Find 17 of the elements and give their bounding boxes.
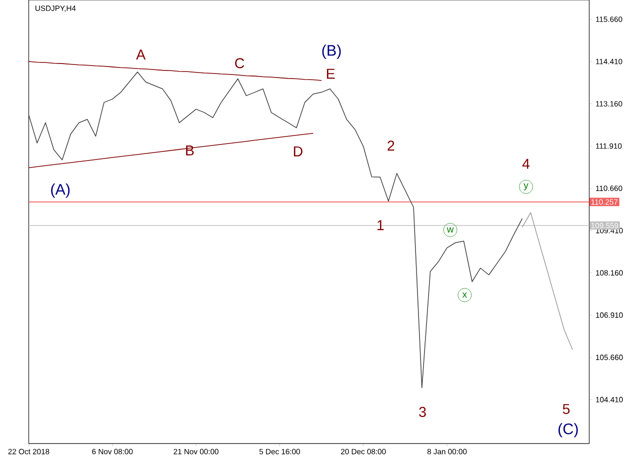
- annotation: y: [524, 183, 528, 190]
- line-series: [522, 212, 573, 350]
- annotation: 2: [388, 140, 394, 151]
- annotation: (C): [558, 423, 578, 438]
- annotation: 3: [419, 406, 426, 418]
- annotation: A: [136, 50, 146, 60]
- annotation: x: [462, 292, 467, 298]
- annotation: C: [235, 58, 244, 68]
- annotation: 1: [378, 220, 384, 230]
- annotation: D: [294, 146, 302, 156]
- annotation: (B): [322, 44, 341, 59]
- annotation: 4: [522, 158, 530, 169]
- annotation: 5: [562, 404, 570, 414]
- annotation: E: [326, 68, 335, 79]
- annotation: B: [186, 146, 194, 156]
- annotation: w: [446, 227, 454, 233]
- annotation: (A): [51, 184, 70, 198]
